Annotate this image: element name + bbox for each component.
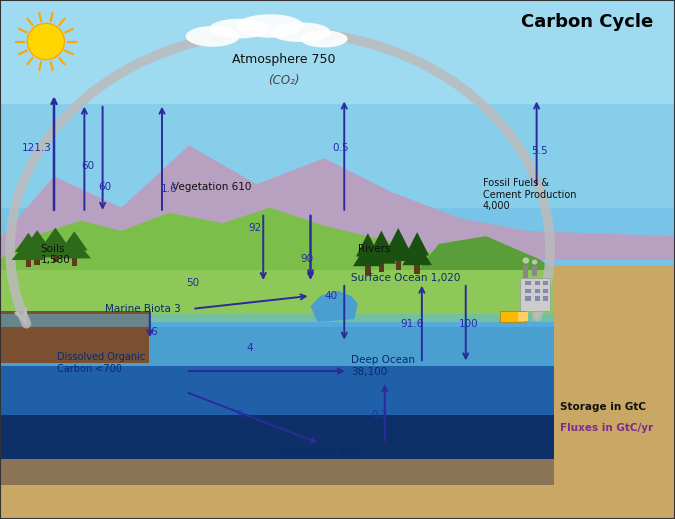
Bar [34,256,40,265]
Ellipse shape [270,22,331,42]
Bar [520,278,550,311]
Bar [518,312,528,321]
Ellipse shape [209,19,270,38]
Polygon shape [20,238,54,257]
Bar [500,311,525,322]
Polygon shape [356,233,380,256]
Bar [543,281,548,285]
Text: 121.3: 121.3 [22,143,52,153]
Bar [396,259,401,270]
Polygon shape [57,239,91,258]
Polygon shape [61,231,88,251]
Ellipse shape [532,260,537,265]
Bar [532,266,537,276]
Text: Fluxes in GtC/yr: Fluxes in GtC/yr [560,423,653,433]
Polygon shape [0,208,554,280]
Text: Carbon Cycle: Carbon Cycle [521,13,653,31]
Text: 6: 6 [151,327,157,337]
Bar [543,289,548,293]
Polygon shape [402,241,432,265]
Text: Deep Ocean
38,100: Deep Ocean 38,100 [351,355,415,377]
Bar [523,265,528,278]
Text: 0.2: 0.2 [372,410,388,420]
Polygon shape [353,242,383,266]
Bar [525,289,531,293]
Bar [535,296,540,301]
Bar [535,281,540,285]
Polygon shape [0,270,554,332]
Polygon shape [24,230,51,250]
Text: 40: 40 [324,291,338,301]
Polygon shape [0,459,554,488]
Text: 91.6: 91.6 [400,319,423,330]
Text: 50: 50 [186,278,199,288]
Text: Soils
1,580: Soils 1,580 [40,243,70,265]
Polygon shape [0,311,148,363]
Bar [543,296,548,301]
Bar [0,0,675,104]
Text: 5.5: 5.5 [532,145,548,156]
Polygon shape [0,415,554,462]
Polygon shape [386,228,410,251]
Ellipse shape [522,257,529,264]
Text: 6: 6 [236,410,243,420]
Bar [72,257,77,266]
Text: Fossil Fuels &
Cement Production
4,000: Fossil Fuels & Cement Production 4,000 [483,178,576,211]
Text: 92: 92 [248,223,262,234]
Ellipse shape [236,15,304,38]
Bar [26,258,31,267]
Bar [0,208,675,311]
Bar [53,253,58,262]
Polygon shape [0,366,554,418]
Text: 4: 4 [246,343,253,353]
Ellipse shape [186,26,240,47]
Bar [379,262,384,272]
Text: Rivers: Rivers [358,244,390,254]
Polygon shape [11,240,45,260]
Text: Storage in GtC: Storage in GtC [560,402,646,413]
Bar [525,296,531,301]
Bar [535,289,540,293]
Text: Sediments 150: Sediments 150 [280,446,358,457]
Text: Atmosphere 750: Atmosphere 750 [232,53,335,66]
Text: Marine Biota 3: Marine Biota 3 [105,304,180,314]
Text: (CO₂): (CO₂) [268,74,299,87]
Polygon shape [310,291,358,322]
Polygon shape [15,233,42,252]
Polygon shape [38,235,72,255]
Ellipse shape [28,23,65,60]
Bar [365,264,371,275]
Polygon shape [383,237,413,261]
Text: 90: 90 [300,254,314,265]
Text: 0.5: 0.5 [333,143,349,153]
Bar [525,281,531,285]
Text: 60: 60 [81,161,95,171]
Polygon shape [42,227,69,247]
Polygon shape [0,322,554,368]
Text: 100: 100 [459,319,479,330]
Bar [0,104,675,208]
Text: Dissolved Organic
Carbon <700: Dissolved Organic Carbon <700 [57,352,146,374]
Bar [414,263,420,274]
Ellipse shape [300,30,348,47]
Polygon shape [0,485,675,519]
Polygon shape [405,232,429,255]
Polygon shape [369,230,394,254]
Polygon shape [0,314,554,327]
Polygon shape [367,239,396,264]
Polygon shape [0,145,675,260]
Polygon shape [418,236,554,270]
Text: 1.6: 1.6 [161,184,177,195]
Polygon shape [554,265,675,485]
Text: Vegetation 610: Vegetation 610 [172,182,252,192]
Text: 60: 60 [98,182,111,192]
Text: Surface Ocean 1,020: Surface Ocean 1,020 [351,272,460,283]
